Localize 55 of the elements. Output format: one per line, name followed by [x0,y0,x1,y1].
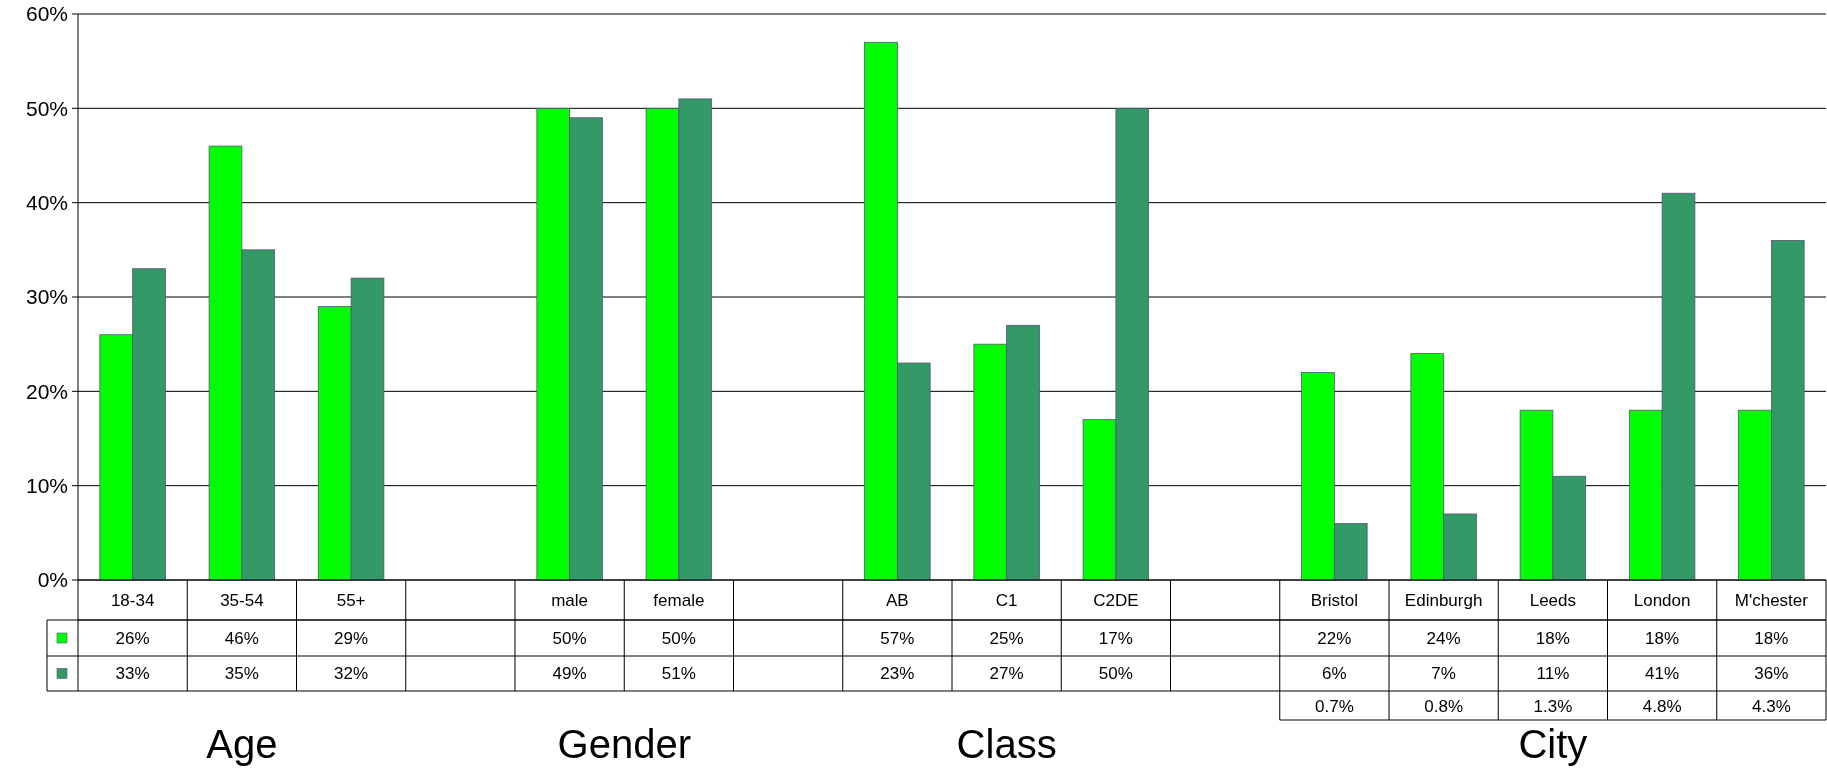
x-tick-label: London [1633,590,1691,610]
data-label: 35% [224,664,259,684]
x-tick-label: AB [886,590,909,610]
text: 0.8% [1424,696,1463,716]
data-label: 18% [1535,628,1570,648]
text: City [1518,722,1588,766]
text: Class [956,722,1057,766]
data-label: 26% [115,628,150,648]
text: 1.3% [1533,696,1573,716]
data-label: 27% [989,664,1024,684]
x-tick-label: 55+ [336,590,366,610]
x-tick-label: Leeds [1529,590,1577,610]
data-label: 18% [1645,628,1680,648]
x-tick-label: male [551,590,589,610]
y-tick-label: 20% [25,379,68,403]
y-tick-label: 60% [25,2,68,26]
data-label: 25% [989,628,1024,648]
data-label: 50% [661,628,696,648]
text: Age [206,722,278,766]
data-label: 49% [552,664,587,684]
x-tick-label: Bristol [1310,590,1358,610]
x-tick-label: 35-54 [220,590,264,610]
data-label: 18% [1754,628,1789,648]
data-label: 7% [1431,664,1456,684]
data-label: 51% [661,664,696,684]
y-tick-label: 40% [25,191,68,215]
data-label: 36% [1754,664,1789,684]
x-tick-label: C2DE [1093,590,1139,610]
data-label: 11% [1536,664,1570,684]
data-label: 29% [334,628,369,648]
y-tick-label: 10% [25,474,68,498]
data-label: 41% [1645,664,1680,684]
data-label: 57% [880,628,915,648]
x-tick-label: C1 [995,590,1018,610]
data-label: 50% [552,628,587,648]
data-label: 24% [1426,628,1461,648]
data-label: 23% [880,664,915,684]
data-label: 33% [115,664,150,684]
x-tick-label: 18-34 [110,590,155,610]
data-label: 46% [224,628,259,648]
y-tick-label: 50% [25,96,68,120]
x-tick-label: Edinburgh [1404,590,1483,610]
text: 4.8% [1642,696,1682,716]
text: 0.7% [1315,696,1354,716]
text: Gender [557,722,691,766]
data-label: 50% [1098,664,1133,684]
x-tick-label: female [653,590,705,610]
data-label: 22% [1317,628,1352,648]
x-tick-label: M'chester [1734,590,1809,610]
data-label: 6% [1322,664,1347,684]
y-tick-label: 30% [25,285,68,309]
data-label: 32% [334,664,369,684]
data-label: 17% [1098,628,1133,648]
text: 4.3% [1752,696,1791,716]
y-tick-label: 0% [37,568,68,592]
